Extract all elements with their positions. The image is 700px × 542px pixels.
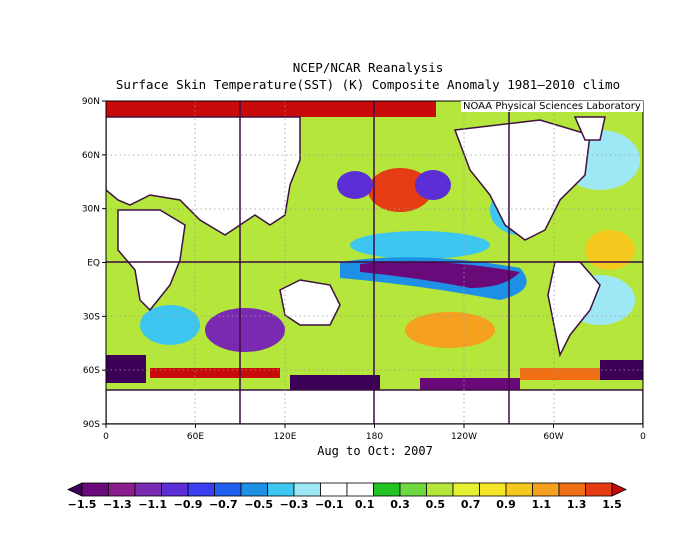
colorbar-label: 1.1	[532, 498, 552, 511]
lat-tick-label: 60N	[82, 151, 100, 161]
period-label: Aug to Oct: 2007	[317, 444, 433, 458]
colorbar-bin	[452, 482, 480, 497]
eurasia	[106, 116, 301, 236]
colorbar-bin	[161, 482, 189, 497]
southern-ocean-cold-anomaly	[106, 355, 146, 383]
map-subtitle: Surface Skin Temperature(SST) (K) Compos…	[115, 77, 621, 92]
colorbar-high-arrow	[611, 482, 627, 497]
south-indian-cool-anomaly	[205, 308, 285, 352]
southern-ocean-warm-anomaly	[150, 368, 280, 378]
map-title: NCEP/NCAR Reanalysis	[292, 60, 444, 75]
lat-tick-label: 60S	[83, 366, 100, 376]
colorbar-bin	[373, 482, 401, 497]
colorbar-label: −1.1	[138, 498, 167, 511]
colorbar-label: 1.3	[567, 498, 587, 511]
lon-tick-label: 60W	[543, 432, 563, 442]
colorbar-bin	[585, 482, 613, 497]
lon-tick-label: 180	[366, 432, 383, 442]
greenland	[573, 116, 606, 141]
north-pacific-warm-anomaly	[368, 168, 432, 212]
colorbar-bin	[346, 482, 374, 497]
colorbar-bin	[293, 482, 321, 497]
colorbar: −1.5 −1.3 −1.1 −0.9 −0.7 −0.5 −0.3 −0.1 0.1 0.3 0.…	[67, 482, 627, 511]
colorbar-bin	[108, 482, 136, 497]
lon-tick-label: 60E	[187, 432, 204, 442]
colorbar-label: −0.9	[174, 498, 203, 511]
region-boxes	[106, 101, 643, 424]
arctic-warm-anomaly	[106, 101, 436, 117]
lon-tick-label: 0	[640, 432, 646, 442]
north-america	[453, 119, 591, 241]
colorbar-bin	[532, 482, 560, 497]
colorbar-label: 0.7	[461, 498, 481, 511]
lat-tick-label: EQ	[87, 259, 100, 269]
colorbar-bin	[558, 482, 586, 497]
colorbar-label: −1.5	[68, 498, 97, 511]
colorbar-bin	[479, 482, 507, 497]
colorbar-bin	[187, 482, 215, 497]
colorbar-bin	[240, 482, 268, 497]
australia	[279, 279, 341, 326]
colorbar-bin	[505, 482, 533, 497]
colorbar-label: −1.3	[103, 498, 132, 511]
lon-tick-label: 0	[103, 432, 109, 442]
africa	[117, 209, 186, 312]
colorbar-label: 0.3	[390, 498, 410, 511]
north-pacific-cool-anomaly	[415, 170, 451, 200]
equatorial-pacific-cold-tongue	[360, 261, 520, 288]
colorbar-bin	[320, 482, 348, 497]
colorbar-bin	[214, 482, 242, 497]
colorbar-bin	[399, 482, 427, 497]
colorbar-label: −0.1	[315, 498, 344, 511]
credit-label: NOAA Physical Sciences Laboratory	[461, 101, 643, 112]
lat-tick-label: 90N	[82, 97, 100, 107]
tropical-atlantic-warm-anomaly	[585, 230, 635, 270]
colorbar-bin	[426, 482, 454, 497]
colorbar-label: −0.7	[209, 498, 238, 511]
colorbar-label: 1.5	[602, 498, 622, 511]
colorbar-bin	[134, 482, 162, 497]
colorbar-bin	[81, 482, 109, 497]
lat-tick-label: 90S	[83, 420, 100, 430]
colorbar-label: 0.1	[355, 498, 375, 511]
colorbar-label: −0.5	[244, 498, 273, 511]
lon-tick-label: 120W	[451, 432, 477, 442]
colorbar-label: 0.5	[426, 498, 446, 511]
colorbar-label: 0.9	[496, 498, 516, 511]
colorbar-label: −0.3	[280, 498, 309, 511]
colorbar-bin	[267, 482, 295, 497]
colorbar-low-arrow	[67, 482, 83, 497]
south-america	[547, 261, 601, 358]
lat-tick-label: 30N	[82, 205, 100, 215]
lat-tick-label: 30S	[83, 312, 100, 322]
lon-tick-label: 120E	[274, 432, 297, 442]
